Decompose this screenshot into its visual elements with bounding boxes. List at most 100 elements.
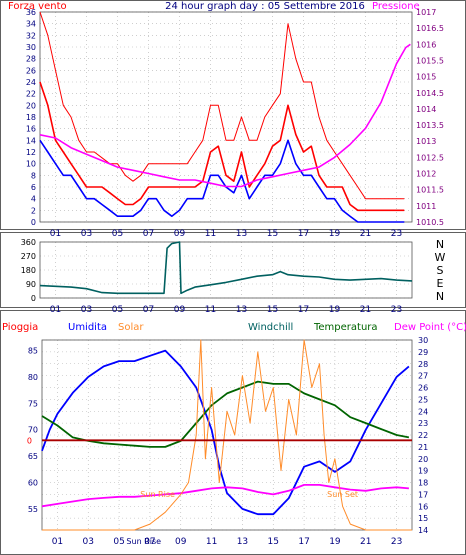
direction-chart-y-tick-label: 0 <box>31 294 36 303</box>
wind-chart-grid <box>39 11 413 223</box>
temp-chart-y2-tick-label: 25 <box>418 395 428 404</box>
temp-chart-series-line <box>41 349 410 516</box>
temp-chart-y2-tick-label: 14 <box>418 526 428 535</box>
wind-chart-y-tick-label: 18 <box>26 113 36 122</box>
temp-chart-y2-tick-label: 16 <box>418 502 428 511</box>
wind-chart-y-tick-label: 4 <box>31 195 36 204</box>
wind-chart-y-tick-label: 20 <box>26 101 36 110</box>
wind-chart-x-tick-label: 03 <box>81 229 92 239</box>
wind-chart-x-tick-label: 09 <box>174 229 186 239</box>
temp-chart-rain-zero-label: 0 <box>27 436 32 445</box>
wind-chart-y2-tick-label: 1015.5 <box>416 56 444 65</box>
direction-chart-x-tick-label: 15 <box>267 305 278 315</box>
direction-chart-y-tick-label: 180 <box>21 266 36 275</box>
wind-chart-x-tick-label: 01 <box>50 229 61 239</box>
direction-chart-y-tick-label: 90 <box>26 280 36 289</box>
temp-chart-series-line <box>41 483 409 508</box>
temp-chart-y2-tick-label: 30 <box>418 336 428 345</box>
temp-chart-y2-tick-label: 23 <box>418 419 428 428</box>
wind-chart-y-tick-label: 26 <box>26 66 36 75</box>
direction-chart-grid <box>39 241 413 299</box>
wind-chart-y-tick-label: 30 <box>26 43 36 52</box>
wind-chart-title: 24 hour graph day : 05 Settembre 2016 <box>165 1 365 12</box>
wind-chart-y-tick-label: 32 <box>26 31 36 40</box>
wind-chart-y-tick-label: 8 <box>31 171 36 180</box>
wind-chart-x-tick-label: 11 <box>205 229 216 239</box>
wind-chart-x-tick-label: 21 <box>360 229 371 239</box>
temp-chart-x-tick-label: 09 <box>175 537 187 547</box>
temp-chart-y-tick-label: 60 <box>28 479 38 488</box>
wind-chart-left-label: Forza vento <box>8 1 67 12</box>
temp-chart-x-tick-label: 17 <box>298 537 309 547</box>
direction-chart-compass-label: N <box>436 238 444 251</box>
temp-chart-y2-tick-label: 26 <box>418 384 428 393</box>
wind-chart-y2-tick-label: 1014 <box>416 105 436 114</box>
wind-chart-series-line <box>39 43 411 188</box>
temp-chart-y-tick-label: 75 <box>28 399 38 408</box>
wind-chart-x-tick-label: 17 <box>298 229 309 239</box>
wind-chart-y2-tick-label: 1017 <box>416 8 436 17</box>
temp-chart-y-tick-label: 70 <box>28 426 38 435</box>
temp-chart-y2-tick-label: 18 <box>418 479 428 488</box>
temp-chart-annotation: Sun Rise <box>140 490 175 499</box>
direction-chart-x-tick-label: 13 <box>236 305 247 315</box>
temp-chart-x-tick-label: 15 <box>268 537 279 547</box>
temp-chart-y-tick-label: 55 <box>28 505 38 514</box>
temp-chart-header-label: Dew Point (°C) <box>394 322 466 333</box>
wind-chart-y-tick-label: 24 <box>26 78 36 87</box>
direction-chart-x-tick-label: 19 <box>329 305 341 315</box>
wind-chart-y2-tick-label: 1012.5 <box>416 153 444 162</box>
temp-chart-y2-tick-label: 29 <box>418 348 428 357</box>
wind-chart-y2-tick-label: 1012 <box>416 170 436 179</box>
direction-chart-x-tick-label: 03 <box>81 305 92 315</box>
temp-chart-header-label: Windchill <box>248 322 293 333</box>
wind-chart-y2-tick-label: 1014.5 <box>416 89 444 98</box>
temp-chart-series-line <box>41 380 410 448</box>
direction-chart-x-tick-label: 01 <box>50 305 61 315</box>
wind-chart-x-tick-label: 23 <box>391 229 402 239</box>
temp-chart-y2-tick-label: 17 <box>418 490 428 499</box>
temp-chart-header-label: Umidita <box>68 322 107 333</box>
temp-chart-y2-tick-label: 24 <box>418 407 428 416</box>
wind-chart-y2-tick-label: 1013.5 <box>416 121 444 130</box>
wind-chart-y2-tick-label: 1016 <box>416 40 436 49</box>
wind-chart-y-tick-label: 0 <box>31 218 36 227</box>
temp-chart-y2-tick-label: 22 <box>418 431 428 440</box>
wind-chart-y-tick-label: 36 <box>26 8 36 17</box>
wind-chart-series-line <box>39 81 405 212</box>
wind-chart-x-tick-label: 19 <box>329 229 341 239</box>
direction-chart-series-line <box>39 241 413 295</box>
wind-chart-x-tick-label: 15 <box>267 229 278 239</box>
wind-chart-plot-border <box>39 11 413 223</box>
temp-chart-plot-border <box>41 339 413 531</box>
wind-chart-x-tick-label: 07 <box>143 229 154 239</box>
temp-chart-x-tick-label: 13 <box>237 537 248 547</box>
temp-chart-y-tick-label: 80 <box>28 373 38 382</box>
direction-chart-y-tick-label: 360 <box>21 238 36 247</box>
temp-chart-annotation: Sun Set <box>327 490 358 499</box>
direction-chart-x-tick-label: 09 <box>174 305 186 315</box>
wind-chart-y2-tick-label: 1011 <box>416 202 436 211</box>
direction-chart-compass-label: W <box>435 251 446 264</box>
temp-chart-x-tick-label: 05 <box>113 537 124 547</box>
temp-chart-header-label: Pioggia <box>2 322 38 333</box>
temp-chart-y2-tick-label: 21 <box>418 443 428 452</box>
temp-chart-x-tick-label: 07 <box>144 537 155 547</box>
temp-chart-header-label: Temperatura <box>313 322 378 333</box>
wind-chart-y2-tick-label: 1010.5 <box>416 218 444 227</box>
direction-chart-plot-border <box>39 241 413 299</box>
direction-chart-x-tick-label: 21 <box>360 305 371 315</box>
temp-chart-y2-tick-label: 28 <box>418 360 428 369</box>
wind-chart-y2-tick-label: 1013 <box>416 137 436 146</box>
wind-chart-series-line <box>39 11 405 200</box>
wind-chart-x-tick-label: 05 <box>112 229 123 239</box>
direction-chart-x-tick-label: 11 <box>205 305 216 315</box>
wind-chart-y-tick-label: 6 <box>31 183 36 192</box>
wind-chart-y-tick-label: 12 <box>26 148 36 157</box>
wind-chart-y-tick-label: 2 <box>31 206 36 215</box>
temp-chart-x-tick-label: 03 <box>83 537 94 547</box>
temp-chart-x-tick-label: 21 <box>360 537 371 547</box>
temp-chart-y2-tick-label: 20 <box>418 455 428 464</box>
temp-chart-x-tick-label: 01 <box>52 537 63 547</box>
wind-chart-y-tick-label: 14 <box>26 136 36 145</box>
